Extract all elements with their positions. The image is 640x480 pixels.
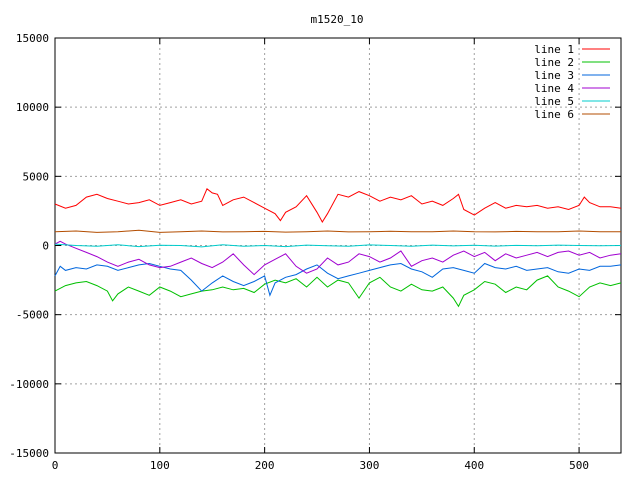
y-tick-label: -10000 xyxy=(9,378,49,391)
x-tick-label: 400 xyxy=(464,459,484,472)
chart-title: m1520_10 xyxy=(311,13,364,26)
series-line-3 xyxy=(54,262,622,297)
y-tick-label: -15000 xyxy=(9,447,49,460)
legend-label: line 4 xyxy=(534,82,574,95)
series-line-4 xyxy=(54,240,622,276)
y-tick-label: 15000 xyxy=(16,32,49,45)
legend-label: line 3 xyxy=(534,69,574,82)
y-tick-label: 0 xyxy=(42,240,49,253)
series-line-2 xyxy=(54,275,622,308)
x-tick-label: 0 xyxy=(52,459,59,472)
legend-label: line 1 xyxy=(534,43,574,56)
legend-label: line 6 xyxy=(534,108,574,121)
series-line-5 xyxy=(54,243,622,248)
legend-label: line 5 xyxy=(534,95,574,108)
y-tick-label: -5000 xyxy=(16,309,49,322)
series-line-1 xyxy=(54,188,622,223)
legend-label: line 2 xyxy=(534,56,574,69)
series-lines xyxy=(54,188,622,308)
x-tick-label: 300 xyxy=(360,459,380,472)
x-tick-label: 100 xyxy=(150,459,170,472)
x-tick-label: 500 xyxy=(569,459,589,472)
y-tick-label: 10000 xyxy=(16,101,49,114)
x-axis: 0 100 200 300 400 500 xyxy=(52,38,589,472)
y-axis: -15000 -10000 -5000 0 5000 10000 15000 xyxy=(9,32,621,460)
x-tick-label: 200 xyxy=(255,459,275,472)
y-tick-label: 5000 xyxy=(23,170,50,183)
series-line-6 xyxy=(54,229,621,233)
